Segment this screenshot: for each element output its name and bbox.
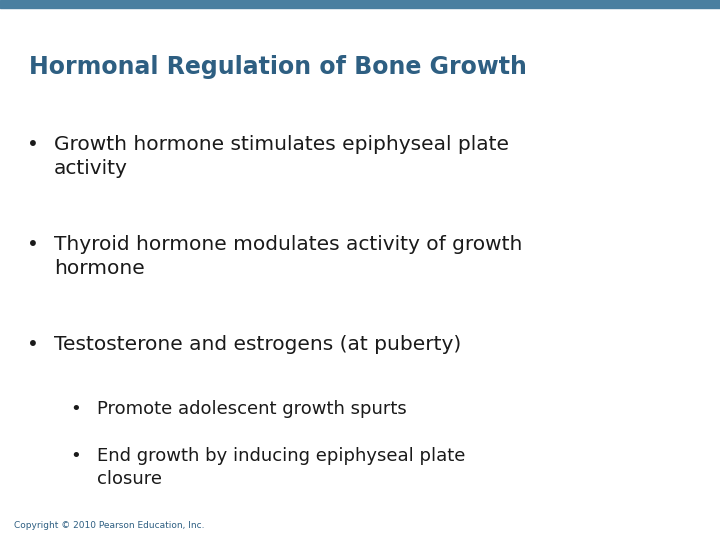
Text: •: • [27, 235, 38, 254]
Text: •: • [27, 135, 38, 154]
Text: •: • [70, 447, 81, 465]
Text: Testosterone and estrogens (at puberty): Testosterone and estrogens (at puberty) [54, 335, 462, 354]
Text: End growth by inducing epiphyseal plate
closure: End growth by inducing epiphyseal plate … [97, 447, 466, 488]
Text: Growth hormone stimulates epiphyseal plate
activity: Growth hormone stimulates epiphyseal pla… [54, 135, 509, 178]
Text: Thyroid hormone modulates activity of growth
hormone: Thyroid hormone modulates activity of gr… [54, 235, 523, 278]
Text: Copyright © 2010 Pearson Education, Inc.: Copyright © 2010 Pearson Education, Inc. [14, 521, 205, 530]
FancyBboxPatch shape [0, 0, 720, 8]
Text: Promote adolescent growth spurts: Promote adolescent growth spurts [97, 400, 407, 418]
Text: Hormonal Regulation of Bone Growth: Hormonal Regulation of Bone Growth [29, 55, 526, 79]
Text: •: • [27, 335, 38, 354]
Text: •: • [70, 400, 81, 418]
